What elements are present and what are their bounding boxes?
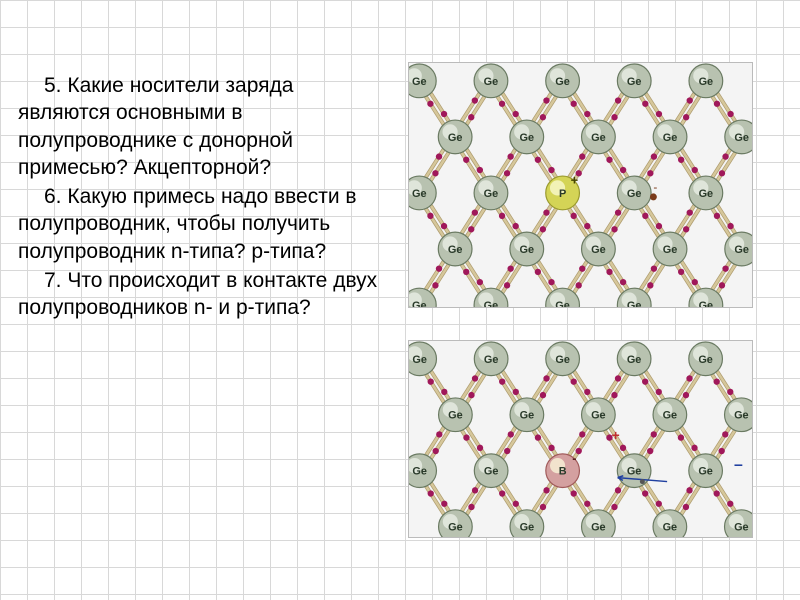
svg-text:Ge: Ge	[484, 188, 499, 200]
svg-text:Ge: Ge	[591, 132, 606, 144]
svg-text:Ge: Ge	[484, 76, 499, 88]
svg-text:Ge: Ge	[627, 188, 642, 200]
svg-text:+: +	[612, 427, 620, 443]
svg-text:Ge: Ge	[663, 522, 678, 534]
svg-text:Ge: Ge	[699, 300, 714, 307]
svg-text:Ge: Ge	[519, 244, 534, 256]
svg-text:Ge: Ge	[448, 132, 463, 144]
svg-text:Ge: Ge	[412, 354, 427, 366]
svg-text:Ge: Ge	[448, 522, 463, 534]
svg-text:Ge: Ge	[555, 354, 570, 366]
svg-text:Ge: Ge	[627, 354, 642, 366]
svg-text:Ge: Ge	[734, 522, 749, 534]
lattice-diagram-donor: Ge Ge Ge Ge Ge Ge Ge Ge Ge Ge Ge Ge P + Ge Ge Ge Ge Ge Ge Ge…	[408, 62, 753, 308]
svg-text:Ge: Ge	[520, 410, 535, 422]
svg-text:Ge: Ge	[699, 76, 714, 88]
svg-text:Ge: Ge	[663, 244, 678, 256]
svg-text:Ge: Ge	[520, 522, 535, 534]
svg-text:Ge: Ge	[484, 300, 499, 307]
svg-text:Ge: Ge	[627, 300, 642, 307]
svg-text:P: P	[559, 188, 566, 200]
svg-text:-: -	[653, 180, 657, 194]
svg-text:Ge: Ge	[412, 76, 427, 88]
svg-text:Ge: Ge	[555, 300, 570, 307]
svg-text:Ge: Ge	[519, 132, 534, 144]
svg-text:Ge: Ge	[698, 466, 713, 478]
svg-text:Ge: Ge	[734, 244, 749, 256]
svg-text:Ge: Ge	[412, 466, 427, 478]
svg-text:Ge: Ge	[734, 132, 749, 144]
svg-text:Ge: Ge	[698, 354, 713, 366]
svg-text:Ge: Ge	[734, 410, 749, 422]
svg-text:Ge: Ge	[484, 354, 499, 366]
question-5: 5. Какие носители заряда являются основн…	[18, 72, 388, 181]
svg-text:Ge: Ge	[627, 466, 642, 478]
question-7: 7. Что происходит в контакте двух полупр…	[18, 267, 388, 322]
svg-text:–: –	[734, 457, 743, 474]
lattice-diagram-acceptor: Ge Ge Ge Ge Ge Ge Ge Ge Ge Ge Ge Ge B- Ge Ge Ge Ge Ge Ge Ge…	[408, 340, 753, 538]
svg-text:+: +	[571, 173, 579, 188]
svg-text:Ge: Ge	[591, 522, 606, 534]
svg-text:Ge: Ge	[484, 466, 499, 478]
svg-text:Ge: Ge	[448, 410, 463, 422]
question-6: 6. Какую примесь надо ввести в полупрово…	[18, 183, 388, 265]
svg-text:Ge: Ge	[555, 76, 570, 88]
svg-text:Ge: Ge	[591, 244, 606, 256]
svg-text:B: B	[559, 466, 567, 478]
svg-text:Ge: Ge	[663, 410, 678, 422]
svg-text:Ge: Ge	[412, 300, 427, 307]
svg-text:Ge: Ge	[412, 188, 427, 200]
svg-text:Ge: Ge	[627, 76, 642, 88]
svg-text:Ge: Ge	[448, 244, 463, 256]
svg-text:Ge: Ge	[699, 188, 714, 200]
svg-text:Ge: Ge	[663, 132, 678, 144]
svg-text:-: -	[572, 450, 576, 465]
svg-text:Ge: Ge	[591, 410, 606, 422]
